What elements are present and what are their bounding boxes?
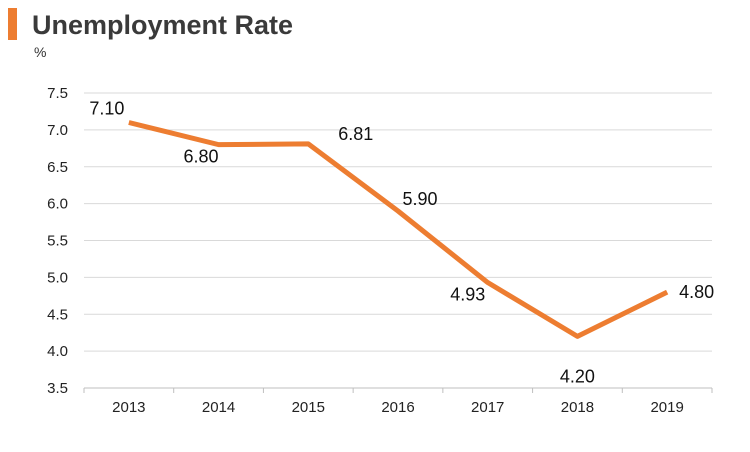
x-tick-label: 2017 bbox=[471, 399, 504, 416]
x-tick-label: 2019 bbox=[650, 399, 683, 416]
data-label: 4.20 bbox=[560, 366, 595, 386]
y-tick-label: 4.5 bbox=[47, 306, 68, 323]
y-tick-label: 6.0 bbox=[47, 196, 68, 213]
x-tick-label: 2018 bbox=[561, 399, 594, 416]
data-labels: 7.10 6.80 6.81 5.90 4.93 4.20 4.80 bbox=[89, 99, 714, 387]
data-label: 4.80 bbox=[679, 282, 714, 302]
chart-title: Unemployment Rate bbox=[32, 10, 294, 40]
data-label: 6.80 bbox=[184, 147, 219, 167]
y-axis-unit: % bbox=[34, 44, 47, 60]
series-layer bbox=[128, 120, 669, 339]
y-tick-label: 4.0 bbox=[47, 343, 68, 360]
gridlines bbox=[84, 92, 712, 352]
x-tick-label: 2016 bbox=[381, 399, 414, 416]
x-tick-label: 2013 bbox=[112, 399, 145, 416]
y-tick-label: 7.5 bbox=[47, 85, 68, 102]
y-tick-label: 6.5 bbox=[47, 159, 68, 176]
data-label: 7.10 bbox=[89, 99, 124, 119]
data-label: 6.81 bbox=[338, 124, 373, 144]
data-label: 4.93 bbox=[450, 285, 485, 305]
y-tick-label: 5.5 bbox=[47, 233, 68, 250]
y-tick-label: 5.0 bbox=[47, 269, 68, 286]
y-tick-label: 3.5 bbox=[47, 380, 68, 397]
x-tick-label: 2014 bbox=[202, 399, 235, 416]
title-accent-bar bbox=[8, 8, 17, 40]
series-line bbox=[128, 120, 669, 339]
data-label: 5.90 bbox=[402, 189, 437, 209]
x-tick-label: 2015 bbox=[292, 399, 325, 416]
axes: 3.5 4.0 4.5 5.0 5.5 6.0 6.5 7.0 7.5 2013 2014 2015 2… bbox=[47, 85, 713, 416]
y-tick-label: 7.0 bbox=[47, 122, 68, 139]
